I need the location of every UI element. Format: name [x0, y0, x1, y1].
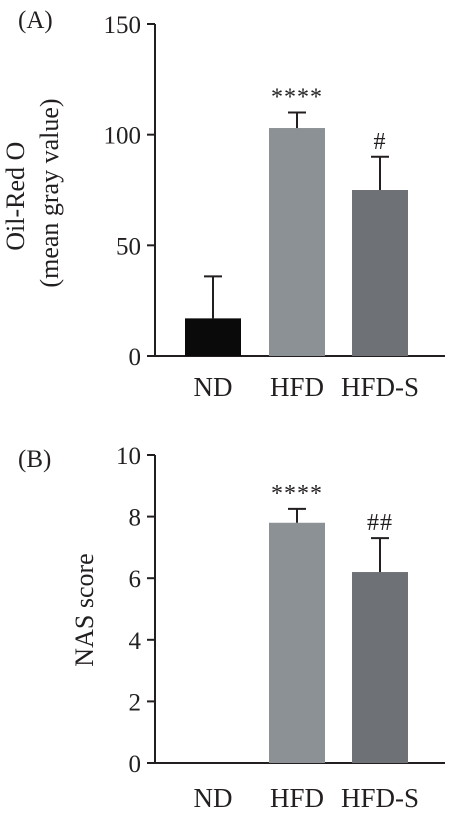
chart-panel-b: (B) NAS score 0 2 4 6 8 10 ND **** HFD ## HFD-S — [18, 443, 445, 813]
panel-a-y-tick-label: 150 — [104, 12, 142, 39]
panel-a-y-tick-label: 100 — [104, 123, 142, 150]
panel-b-y-tick-label: 2 — [129, 689, 142, 716]
panel-a-label: (A) — [18, 7, 53, 34]
panel-b-significance-label: ## — [367, 510, 393, 536]
panel-a-bar-nd — [185, 318, 241, 356]
panel-a-y-axis-title-line-1: Oil-Red O — [1, 142, 30, 251]
panel-a-category-label: HFD — [270, 372, 324, 402]
panel-a-y-axis-title-line-2: (mean gray value) — [35, 98, 64, 287]
panel-b-y-tick-label: 10 — [116, 443, 141, 470]
panel-b-y-tick-label: 6 — [129, 566, 142, 593]
panel-a-y-tick-label: 0 — [129, 344, 142, 371]
panel-b-label: (B) — [18, 446, 51, 473]
panel-b-y-tick-label: 8 — [129, 505, 142, 532]
panel-a-category-label: ND — [194, 372, 233, 402]
panel-a-bar-hfd-s — [352, 190, 408, 356]
panel-b-y-tick-label: 4 — [129, 628, 142, 655]
panel-a-significance-label: # — [374, 129, 387, 155]
panel-b-significance-label: **** — [271, 481, 323, 507]
panel-b-bar-hfd-s — [352, 572, 408, 763]
panel-b-bar-hfd — [269, 522, 325, 763]
chart-panel-a: (A) Oil-Red O (mean gray value) 0 50 100 15… — [1, 7, 445, 402]
panel-b-category-label: ND — [194, 783, 233, 813]
panel-b-y-axis-title-line-1: NAS score — [70, 553, 99, 666]
panel-b-plot-area: 0 2 4 6 8 10 ND **** HFD ## HFD-S — [116, 443, 445, 813]
panel-a-significance-label: **** — [271, 85, 323, 111]
panel-b-y-axis-title: NAS score — [70, 553, 99, 666]
panel-b-category-label: HFD-S — [341, 783, 419, 813]
panel-a-bar-hfd — [269, 128, 325, 356]
panel-b-category-label: HFD — [270, 783, 324, 813]
panel-a-y-axis-title: Oil-Red O (mean gray value) — [1, 98, 64, 287]
panel-a-plot-area: 0 50 100 150 ND **** HFD # HFD-S — [104, 12, 445, 402]
panel-b-y-tick-label: 0 — [129, 751, 142, 778]
panel-a-y-tick-label: 50 — [116, 233, 141, 260]
panel-a-category-label: HFD-S — [341, 372, 419, 402]
